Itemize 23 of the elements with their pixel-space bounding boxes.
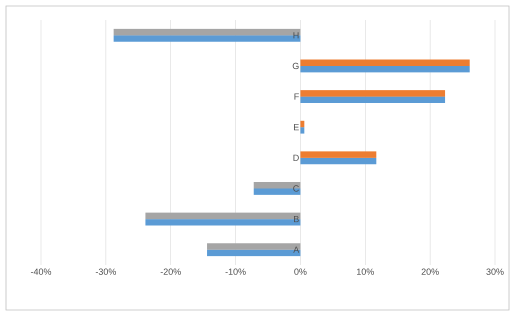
y-tick-label: H	[293, 32, 299, 38]
x-tick-label: 30%	[486, 268, 504, 275]
y-tick-label: G	[292, 62, 299, 70]
y-tick-label: E	[294, 124, 299, 130]
bar	[300, 120, 304, 128]
x-tick-label: -10%	[226, 268, 246, 275]
y-tick-label: B	[294, 216, 299, 222]
x-tick-label: -40%	[30, 268, 52, 275]
x-tick-label: 20%	[422, 268, 439, 275]
x-tick-label: 0%	[294, 268, 307, 275]
y-tick-label: C	[293, 185, 299, 192]
x-tick-label: -20%	[160, 268, 181, 275]
bar	[300, 151, 376, 158]
bar	[300, 60, 470, 66]
y-tick-label: D	[293, 154, 299, 161]
bar	[300, 90, 446, 97]
x-tick-label: 10%	[357, 268, 374, 275]
bar	[300, 66, 470, 72]
bar	[300, 127, 304, 134]
y-tick-label: F	[294, 93, 299, 100]
bar	[300, 96, 446, 103]
x-tick-label: -30%	[96, 268, 116, 275]
bar	[300, 158, 376, 164]
